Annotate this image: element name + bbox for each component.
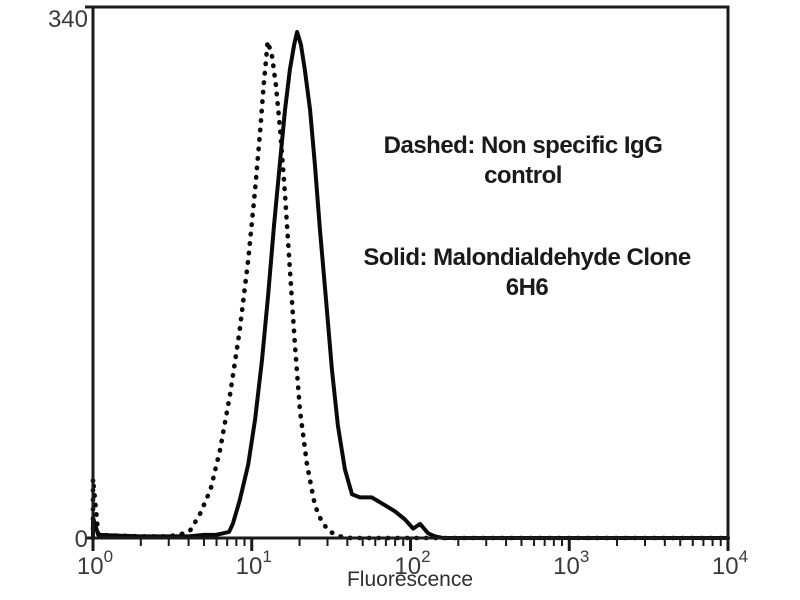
x-axis-title: Fluorescence [347,568,473,591]
annotation-solid-line2: 6H6 [506,274,549,301]
malondialdehyde-solid-curve [91,30,730,540]
annotation-solid-line1: Solid: Malondialdehyde Clone [363,244,691,271]
x-axis-tick-labels: 100 101 102 103 104 [77,547,748,580]
igg-control-dashed-curve [90,39,731,541]
plot-border [91,5,730,540]
y-axis-min-label: 0 [75,526,88,553]
annotation-dashed-line2: control [484,162,562,189]
annotation-dashed-line1: Dashed: Non specific IgG [384,132,663,159]
y-axis-max-label: 340 [48,6,88,33]
